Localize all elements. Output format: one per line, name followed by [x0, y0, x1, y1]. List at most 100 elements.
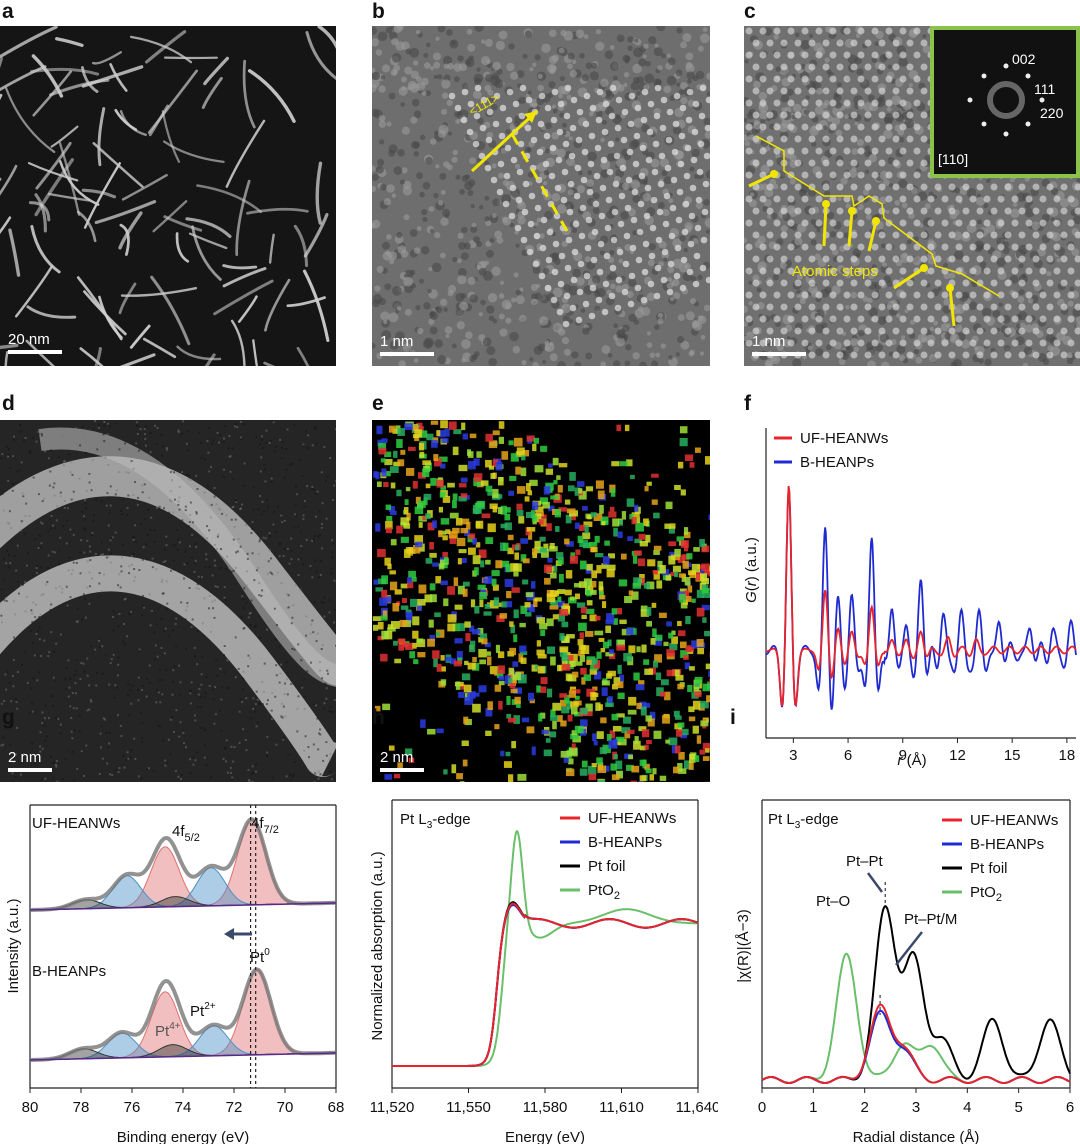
noise-dot	[675, 352, 680, 357]
noise-pixel	[255, 763, 258, 766]
element-pixel	[420, 719, 426, 728]
noise-dot	[807, 345, 813, 351]
noise-dot	[864, 145, 871, 151]
noise-pixel	[319, 773, 322, 776]
atom-column	[815, 243, 823, 251]
noise-pixel	[84, 502, 87, 505]
noise-pixel	[264, 468, 267, 471]
element-pixel	[633, 517, 641, 524]
atom-column	[1060, 231, 1068, 239]
noise-pixel	[138, 648, 141, 651]
noise-pixel	[313, 703, 316, 706]
atom-column	[927, 339, 935, 347]
noise-pixel	[323, 445, 326, 448]
noise-pixel	[120, 509, 123, 512]
atom-column	[1004, 183, 1012, 191]
noise-dot	[751, 128, 759, 135]
noise-pixel	[36, 564, 39, 567]
atom-column	[1011, 243, 1019, 251]
noise-dot	[744, 140, 751, 147]
noise-dot	[409, 47, 420, 58]
atom-column	[752, 111, 760, 119]
atom-column	[492, 120, 500, 128]
noise-dot	[689, 349, 696, 356]
noise-pixel	[106, 422, 109, 425]
noise-pixel	[50, 631, 53, 634]
noise-dot	[942, 262, 949, 269]
atom-column	[588, 132, 596, 140]
noise-dot	[851, 148, 859, 155]
atom-column	[546, 228, 554, 236]
noise-pixel	[86, 657, 89, 660]
atomic-steps-label: Atomic steps	[792, 263, 878, 280]
noise-dot	[383, 319, 388, 325]
noise-pixel	[227, 447, 230, 450]
noise-dot	[378, 115, 386, 122]
noise-pixel	[70, 730, 73, 733]
noise-pixel	[47, 717, 50, 720]
noise-pixel	[5, 562, 8, 565]
element-pixel	[543, 749, 552, 757]
noise-pixel	[143, 427, 146, 430]
noise-dot	[524, 146, 531, 154]
noise-pixel	[322, 759, 325, 762]
element-pixel	[559, 646, 569, 653]
noise-pixel	[293, 423, 296, 426]
noise-dot	[467, 43, 476, 52]
atom-column	[583, 92, 591, 100]
noise-pixel	[178, 485, 181, 488]
element-pixel	[660, 691, 666, 697]
atom-column	[544, 284, 552, 292]
element-pixel	[653, 550, 660, 555]
element-pixel	[580, 707, 588, 715]
noise-pixel	[90, 645, 93, 648]
noise-dot	[613, 323, 618, 329]
atom-column	[759, 195, 767, 203]
atom-column	[1032, 327, 1040, 335]
noise-pixel	[173, 731, 176, 734]
noise-dot	[642, 192, 651, 202]
noise-dot	[682, 32, 692, 42]
noise-pixel	[180, 778, 183, 781]
noise-pixel	[222, 468, 225, 471]
noise-dot	[372, 71, 381, 81]
noise-dot	[561, 337, 570, 345]
atom-column	[621, 108, 629, 116]
noise-pixel	[52, 777, 55, 780]
atom-column	[607, 140, 615, 148]
element-pixel	[566, 655, 574, 661]
noise-dot	[669, 296, 675, 302]
noise-pixel	[84, 616, 87, 619]
noise-pixel	[80, 511, 83, 514]
element-pixel	[418, 543, 425, 552]
noise-pixel	[178, 664, 181, 667]
noise-pixel	[164, 560, 167, 563]
noise-pixel	[333, 484, 336, 487]
noise-dot	[975, 196, 986, 206]
element-pixel	[372, 616, 382, 621]
noise-pixel	[319, 728, 322, 731]
atom-column	[773, 291, 781, 299]
atom-column	[745, 219, 753, 227]
noise-pixel	[31, 641, 34, 644]
noise-dot	[576, 277, 585, 286]
atom-column	[948, 255, 956, 263]
noise-dot	[391, 52, 402, 63]
element-pixel	[651, 473, 659, 478]
element-pixel	[704, 748, 710, 753]
noise-pixel	[307, 434, 310, 437]
atom-column	[976, 231, 984, 239]
noise-pixel	[35, 440, 38, 443]
noise-dot	[680, 96, 688, 105]
atom-column	[794, 159, 802, 167]
element-pixel	[409, 651, 416, 659]
element-pixel	[442, 535, 448, 541]
atom-column	[878, 87, 886, 95]
noise-pixel	[5, 688, 8, 691]
noise-pixel	[195, 587, 198, 590]
noise-pixel	[100, 725, 103, 728]
noise-pixel	[177, 500, 180, 503]
noise-pixel	[274, 695, 277, 698]
element-pixel	[492, 506, 498, 513]
